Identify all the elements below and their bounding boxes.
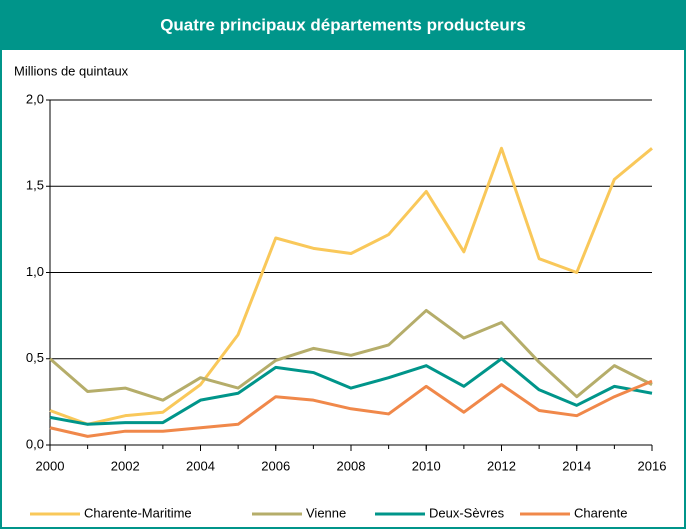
x-tick-label: 2002 — [111, 458, 140, 473]
x-tick-label: 2004 — [186, 458, 215, 473]
chart-title: Quatre principaux départements producteu… — [160, 15, 526, 34]
x-tick-label: 2000 — [36, 458, 65, 473]
x-tick-label: 2012 — [487, 458, 516, 473]
legend-label: Charente — [574, 505, 627, 520]
y-tick-label: 1,5 — [26, 178, 44, 193]
legend-label: Deux-Sèvres — [429, 505, 505, 520]
x-tick-label: 2014 — [562, 458, 591, 473]
y-tick-label: 1,0 — [26, 264, 44, 279]
x-tick-label: 2010 — [412, 458, 441, 473]
y-axis-label: Millions de quintaux — [14, 63, 129, 78]
x-tick-label: 2008 — [337, 458, 366, 473]
x-tick-label: 2006 — [261, 458, 290, 473]
y-tick-label: 2,0 — [26, 91, 44, 106]
legend-label: Charente-Maritime — [84, 505, 192, 520]
series-line — [49, 357, 653, 426]
y-tick-label: 0,0 — [26, 436, 44, 451]
series-line — [49, 146, 653, 426]
y-tick-label: 0,5 — [26, 350, 44, 365]
series-line — [49, 308, 653, 402]
x-tick-label: 2016 — [638, 458, 667, 473]
series-line — [49, 379, 653, 438]
legend-label: Vienne — [306, 505, 346, 520]
title-banner — [0, 0, 686, 50]
